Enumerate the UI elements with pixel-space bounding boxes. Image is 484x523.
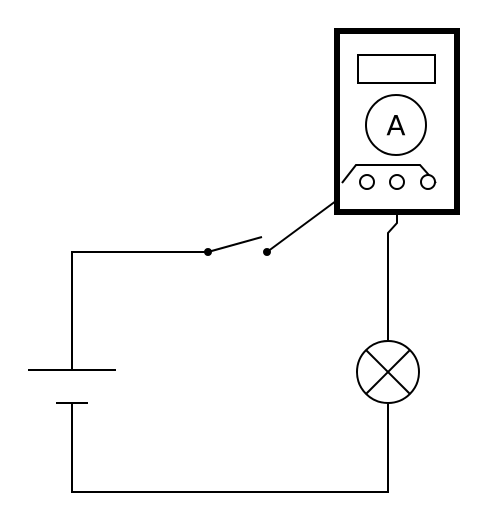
battery — [28, 369, 116, 404]
ammeter-dial — [365, 94, 427, 156]
ammeter-display — [357, 54, 436, 84]
lamp — [356, 340, 420, 404]
wires — [71, 177, 398, 493]
switch-contact-right — [263, 248, 271, 256]
lamp-filament-b — [365, 349, 411, 395]
wire-battery-bottom — [71, 403, 389, 493]
wire-battery-to-switch — [71, 251, 208, 369]
switch — [204, 236, 271, 256]
ammeter-terminal-right — [420, 174, 436, 190]
ammeter-terminal-left — [359, 174, 375, 190]
switch-blade — [207, 236, 263, 253]
ammeter-symbol: A — [386, 109, 405, 142]
ammeter-terminal-middle — [389, 174, 405, 190]
ammeter: A — [334, 28, 460, 215]
